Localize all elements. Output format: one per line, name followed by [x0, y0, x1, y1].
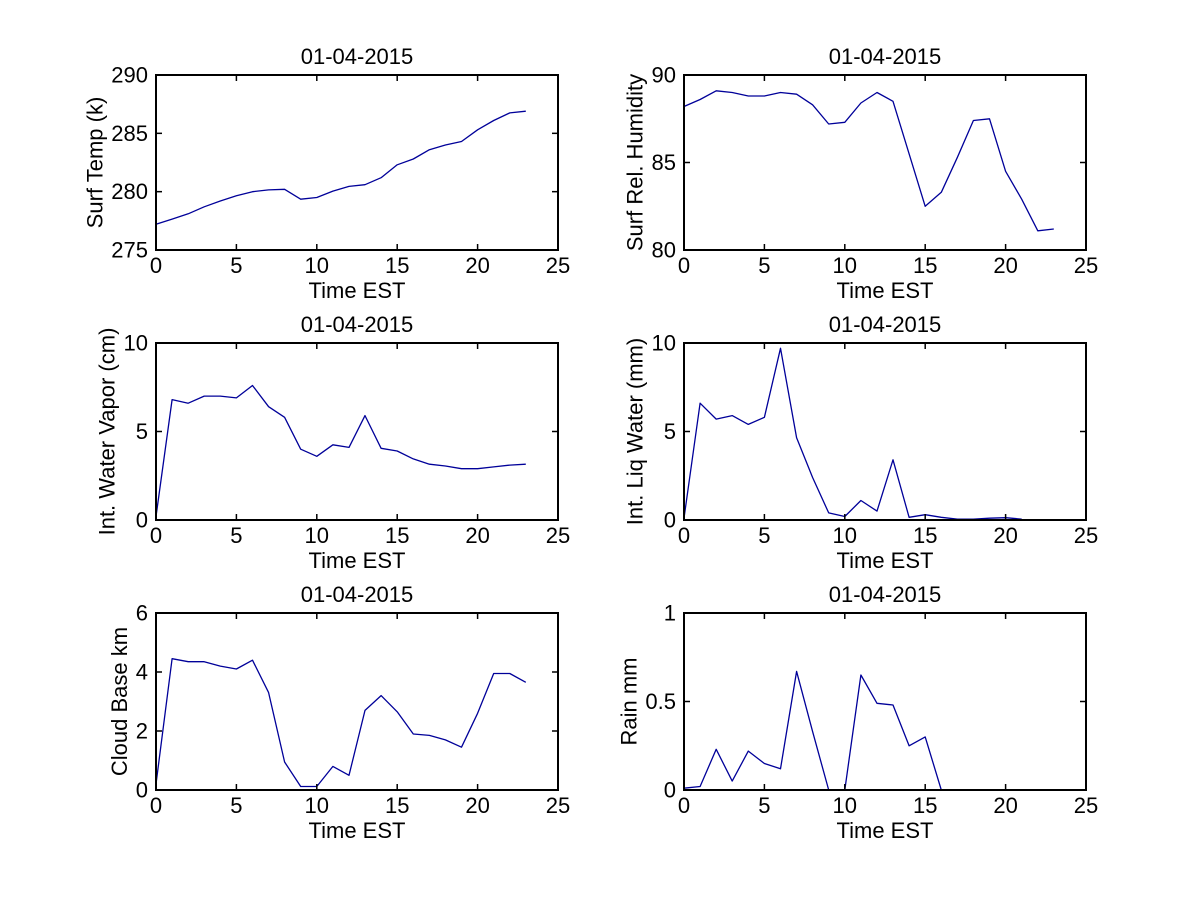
x-tick-label: 20	[993, 253, 1017, 278]
x-tick-label: 15	[385, 793, 409, 818]
subplot-title: 01-04-2015	[301, 582, 414, 607]
plot-area	[683, 342, 1087, 521]
y-tick-label: 290	[111, 63, 148, 88]
x-tick-label: 10	[305, 793, 329, 818]
y-tick-label: 90	[652, 63, 676, 88]
subplot-title: 01-04-2015	[301, 312, 414, 337]
data-line-cloud-base	[155, 658, 527, 788]
x-tick-label: 15	[913, 523, 937, 548]
x-tick-label: 25	[546, 523, 570, 548]
plot-area	[155, 74, 559, 251]
y-axis-label: Int. Water Vapor (cm)	[95, 328, 120, 536]
data-line-int-liq-water	[683, 347, 1022, 520]
x-axis-label: Time EST	[309, 548, 406, 573]
y-tick-label: 4	[136, 660, 148, 685]
y-tick-label: 5	[664, 419, 676, 444]
subplot-int-water-vapor: 0 5 10 15 20 25 0 5 10 01-04-2015 Time EST Int. Wat…	[95, 312, 571, 573]
x-tick-label: 5	[230, 523, 242, 548]
x-tick-label: 25	[1074, 793, 1098, 818]
x-tick-label: 0	[678, 793, 690, 818]
x-tick-label: 0	[150, 523, 162, 548]
y-axis-label: Rain mm	[617, 657, 642, 745]
x-tick-label: 20	[993, 793, 1017, 818]
x-tick-label: 5	[230, 793, 242, 818]
subplot-title: 01-04-2015	[829, 44, 942, 69]
y-tick-label: 5	[136, 419, 148, 444]
x-tick-label: 5	[230, 253, 242, 278]
y-tick-label: 0	[664, 508, 676, 533]
y-axis-label: Int. Liq Water (mm)	[623, 338, 648, 525]
plot-area	[683, 612, 1087, 791]
x-tick-label: 5	[758, 253, 770, 278]
y-tick-label: 275	[111, 238, 148, 263]
plot-area	[155, 612, 559, 791]
data-line-rain	[683, 670, 942, 791]
subplot-rain: 0 5 10 15 20 25 0 0.5 1 01-04-2015 Time EST Rain mm	[617, 582, 1099, 843]
x-tick-label: 0	[150, 253, 162, 278]
y-tick-label: 85	[652, 150, 676, 175]
x-tick-label: 15	[913, 793, 937, 818]
x-tick-label: 15	[385, 523, 409, 548]
y-axis-label: Cloud Base km	[107, 627, 132, 776]
x-tick-label: 15	[913, 253, 937, 278]
x-tick-label: 20	[465, 523, 489, 548]
y-tick-label: 285	[111, 121, 148, 146]
subplot-title: 01-04-2015	[301, 44, 414, 69]
subplot-title: 01-04-2015	[829, 312, 942, 337]
x-tick-label: 0	[150, 793, 162, 818]
x-axis-label: Time EST	[309, 278, 406, 303]
subplot-int-liq-water: 0 5 10 15 20 25 0 5 10 01-04-2015 Time EST Int. Liq…	[623, 312, 1099, 573]
x-tick-label: 20	[465, 253, 489, 278]
x-tick-label: 5	[758, 523, 770, 548]
subplot-surf-rel-humidity: 0 5 10 15 20 25 80 85 90 01-04-2015 Time EST Surf R…	[623, 44, 1099, 303]
y-tick-label: 1	[664, 601, 676, 626]
x-tick-label: 20	[993, 523, 1017, 548]
x-tick-label: 10	[833, 523, 857, 548]
x-tick-label: 25	[1074, 523, 1098, 548]
x-tick-label: 25	[546, 253, 570, 278]
y-tick-label: 0	[664, 778, 676, 803]
x-tick-label: 10	[305, 253, 329, 278]
data-line-int-water-vapor	[155, 384, 526, 517]
subplot-title: 01-04-2015	[829, 582, 942, 607]
x-tick-label: 20	[465, 793, 489, 818]
y-tick-label: 80	[652, 238, 676, 263]
y-axis-label: Surf Temp (k)	[82, 97, 107, 229]
y-tick-label: 10	[652, 331, 676, 356]
x-tick-label: 10	[305, 523, 329, 548]
x-axis-label: Time EST	[309, 818, 406, 843]
x-axis-label: Time EST	[837, 818, 934, 843]
y-tick-label: 0.5	[645, 689, 676, 714]
y-tick-label: 6	[136, 601, 148, 626]
data-line-surf-temp	[155, 110, 526, 225]
x-axis-label: Time EST	[837, 548, 934, 573]
subplot-surf-temp: 0 5 10 15 20 25 275 280 285 290 01-04-2015 Time EST…	[82, 44, 570, 303]
x-tick-label: 15	[385, 253, 409, 278]
plot-area	[683, 74, 1087, 251]
x-tick-label: 25	[1074, 253, 1098, 278]
y-axis-label: Surf Rel. Humidity	[623, 74, 648, 251]
y-tick-label: 280	[111, 179, 148, 204]
data-line-surf-rel-humidity	[683, 90, 1054, 232]
y-tick-label: 2	[136, 719, 148, 744]
x-tick-label: 10	[833, 253, 857, 278]
x-axis-label: Time EST	[837, 278, 934, 303]
subplot-cloud-base: 0 5 10 15 20 25 0 2 4 6 01-04-2015 Time EST Cloud Ba…	[107, 582, 570, 843]
x-tick-label: 10	[833, 793, 857, 818]
y-tick-label: 0	[136, 508, 148, 533]
y-tick-label: 10	[124, 331, 148, 356]
x-tick-label: 5	[758, 793, 770, 818]
x-tick-label: 0	[678, 523, 690, 548]
x-tick-label: 0	[678, 253, 690, 278]
y-tick-label: 0	[136, 778, 148, 803]
x-tick-label: 25	[546, 793, 570, 818]
